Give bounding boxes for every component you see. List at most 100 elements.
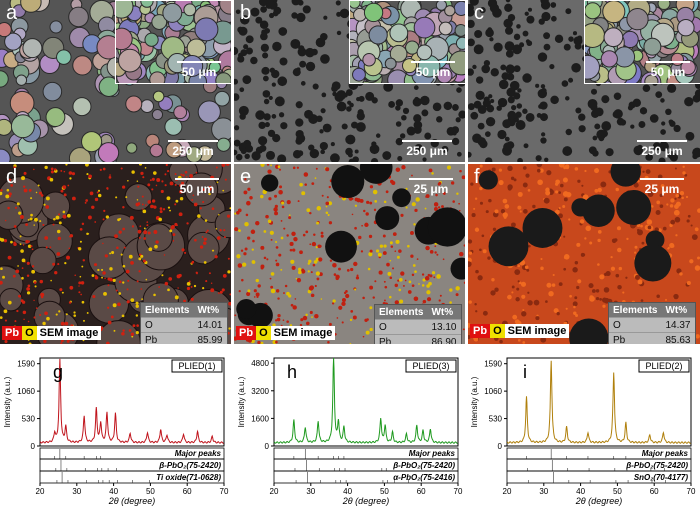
dot [290,259,295,264]
pore [299,60,307,68]
pore [235,153,243,161]
pore [319,129,324,134]
dot [123,246,126,249]
dot [633,182,639,188]
dot [385,190,389,194]
dot [39,314,42,317]
dot [436,253,439,256]
dot [375,249,380,253]
dot [295,277,298,280]
pore [575,107,582,114]
dot [265,214,269,219]
dot [275,241,278,244]
dot [103,291,107,296]
dot [166,196,171,201]
pore [505,0,511,3]
dot [343,291,347,295]
dot [178,273,182,278]
dot [228,301,231,306]
dot [8,178,12,182]
y-axis-label: Intensity (a.u.) [3,376,12,427]
dot [514,319,520,325]
dot [286,200,291,205]
dot [142,176,145,179]
legend-pb: Pb [470,324,491,338]
dot [167,288,170,292]
main-scale-bar: 250 μm [163,140,223,158]
pore [278,112,285,118]
pore [345,147,353,156]
dot [214,255,218,259]
pore [443,101,453,111]
dot [345,293,350,299]
dot [15,269,20,274]
pore [392,188,411,208]
x-tick-label: 60 [650,487,659,496]
dot [143,227,146,230]
pore [267,129,276,138]
dot [622,291,625,294]
dot [278,189,283,195]
dot [151,188,154,191]
dot [482,310,488,316]
grain [435,1,447,11]
dot [211,249,215,252]
pore [341,123,348,130]
dot [429,249,434,254]
x-tick-label: 30 [539,487,548,496]
dot [145,204,147,206]
dot [146,221,149,223]
dot [274,204,278,208]
sample-label-box [171,359,223,373]
grain [140,1,154,8]
dot [27,218,30,221]
pore [234,149,238,156]
dot [155,184,158,187]
dot [255,292,260,297]
dot [238,229,241,232]
dot [125,196,128,199]
pore [401,114,407,121]
dot [179,189,183,194]
pore [562,146,573,156]
grain [215,72,231,83]
grain [603,27,624,48]
dot [195,271,198,274]
dot [303,172,309,177]
scale-bar: 25 μm [405,178,457,196]
x-tick-label: 50 [613,487,622,496]
dot [54,271,58,275]
dot [301,268,305,272]
pore [505,26,514,35]
x-tick-label: 60 [417,487,426,496]
pore [234,46,239,56]
plot-frame [273,357,459,447]
pore [452,131,457,136]
dot [291,231,296,237]
dot [103,209,106,212]
dot [394,250,397,253]
pore [250,7,260,17]
dot [210,282,213,284]
dot [80,293,82,296]
dot [504,204,510,209]
dot [122,329,125,332]
dot [512,314,518,320]
dot [537,179,543,186]
dot [69,285,74,290]
pore [436,116,443,123]
dot [350,310,354,313]
dot [17,265,19,267]
pore [304,109,314,119]
pore [296,133,306,143]
grain [626,8,649,31]
dot [54,168,57,171]
panel-letter: c [474,2,484,24]
dot [574,296,578,300]
dot [194,238,197,242]
pore [661,121,666,126]
grain [0,70,9,88]
pore [365,91,375,101]
dot [65,313,68,316]
pore [468,68,474,76]
